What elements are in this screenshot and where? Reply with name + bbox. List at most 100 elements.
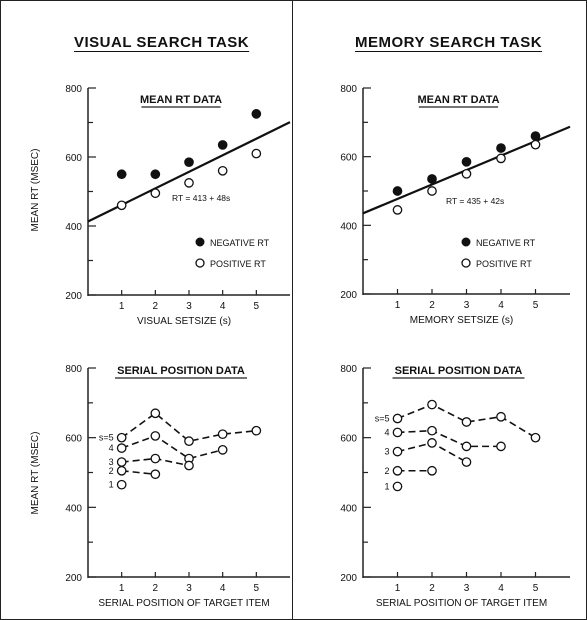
legend-label-negative: NEGATIVE RT (210, 238, 270, 248)
y-tick-label: 800 (340, 84, 357, 95)
x-tick-label: 2 (429, 300, 435, 311)
serial-point (392, 446, 403, 457)
x-tick-label: 1 (119, 301, 125, 312)
x-tick-label: 1 (395, 583, 401, 594)
serial-point (392, 481, 403, 492)
serial-point (150, 469, 161, 480)
serial-point (461, 441, 472, 452)
y-tick-label: 600 (65, 153, 82, 164)
negative-rt-point (392, 186, 403, 196)
x-tick-label: 1 (395, 300, 401, 311)
legend-marker-positive (461, 258, 471, 268)
series-label: 4 (109, 443, 114, 453)
regression-equation: RT = 413 + 48s (172, 193, 230, 203)
x-tick-label: 3 (186, 583, 192, 594)
serial-point (427, 399, 437, 410)
x-tick-label: 3 (464, 583, 470, 594)
series-label: 3 (384, 447, 389, 457)
negative-rt-point (184, 157, 194, 168)
positive-rt-point (251, 148, 262, 159)
series-label: 3 (109, 457, 114, 467)
negative-rt-point (427, 174, 437, 184)
y-tick-label: 400 (65, 222, 82, 233)
serial-point (427, 425, 437, 436)
legend-marker-negative (195, 237, 205, 247)
serial-point (392, 427, 403, 438)
positive-rt-point (461, 168, 472, 179)
serial-point (427, 465, 437, 476)
x-tick-label: 3 (464, 300, 470, 311)
serial-point (496, 411, 506, 422)
serial-point (184, 436, 194, 446)
serial-point (116, 465, 127, 476)
x-tick-label: 2 (153, 583, 159, 594)
visual-search-heading: VISUAL SEARCH TASK (74, 34, 250, 51)
serial-point (392, 465, 403, 476)
x-tick-label: 5 (533, 300, 539, 311)
serial-point (116, 457, 127, 467)
series-label: s=5 (375, 414, 390, 424)
x-axis-label: MEMORY SETSIZE (s) (410, 315, 514, 326)
series-label: 1 (109, 480, 114, 490)
positive-rt-point (116, 200, 127, 211)
x-tick-label: 4 (220, 301, 226, 312)
legend-marker-negative (461, 237, 471, 247)
x-tick-label: 5 (533, 583, 539, 594)
series-label: 2 (384, 466, 389, 476)
y-tick-label: 800 (340, 364, 357, 375)
panel-title: SERIAL POSITION DATA (395, 365, 523, 377)
serial-point (427, 438, 437, 448)
panel-divider (292, 0, 293, 620)
y-tick-label: 200 (340, 573, 357, 584)
panel-title: SERIAL POSITION DATA (117, 365, 245, 377)
x-tick-label: 2 (153, 301, 159, 312)
y-tick-label: 800 (65, 84, 82, 95)
x-tick-label: 1 (119, 583, 125, 594)
serial-point (251, 425, 262, 436)
series-label: 4 (384, 427, 389, 437)
y-tick-label: 600 (65, 434, 82, 445)
serial-point (150, 453, 161, 464)
serial-point (150, 431, 161, 441)
serial-point (184, 460, 194, 471)
serial-point (461, 417, 472, 427)
legend-label-positive: POSITIVE RT (210, 259, 266, 269)
x-tick-label: 5 (254, 583, 260, 594)
positive-rt-point (427, 186, 437, 196)
memory-search-heading: MEMORY SEARCH TASK (355, 34, 543, 51)
serial-point (116, 443, 127, 453)
legend-marker-positive (195, 258, 205, 268)
series-label: 2 (109, 466, 114, 476)
negative-rt-point (116, 169, 127, 180)
serial-line (121, 469, 156, 476)
y-tick-label: 400 (340, 221, 357, 232)
serial-point (217, 445, 228, 455)
series-label: s=5 (99, 433, 114, 443)
panel-title: MEAN RT DATA (140, 94, 222, 106)
y-axis-label: MEAN RT (MSEC) (30, 432, 41, 515)
serial-line (121, 435, 223, 460)
positive-rt-point (496, 153, 506, 164)
panel-title: MEAN RT DATA (417, 94, 499, 106)
serial-line (121, 412, 257, 443)
serial-point (217, 429, 228, 440)
x-axis-label: VISUAL SETSIZE (s) (137, 316, 231, 327)
regression-equation: RT = 435 + 42s (446, 196, 504, 206)
y-tick-label: 400 (340, 503, 357, 514)
serial-point (116, 479, 127, 490)
negative-rt-point (217, 140, 228, 150)
serial-point (392, 413, 403, 424)
positive-rt-point (184, 178, 194, 188)
positive-rt-point (150, 188, 161, 199)
serial-line (397, 429, 501, 448)
y-tick-label: 400 (65, 503, 82, 514)
negative-rt-point (251, 109, 262, 119)
chart-panel-1: 200 400 600 800 1 2 3 4 5 VISUAL SETSIZE (s) MEAN … (30, 84, 291, 327)
x-tick-label: 5 (254, 301, 260, 312)
x-tick-label: 4 (498, 583, 504, 594)
x-axis-label: SERIAL POSITION OF TARGET ITEM (98, 598, 269, 609)
y-tick-label: 600 (340, 434, 357, 445)
positive-rt-point (530, 139, 541, 150)
